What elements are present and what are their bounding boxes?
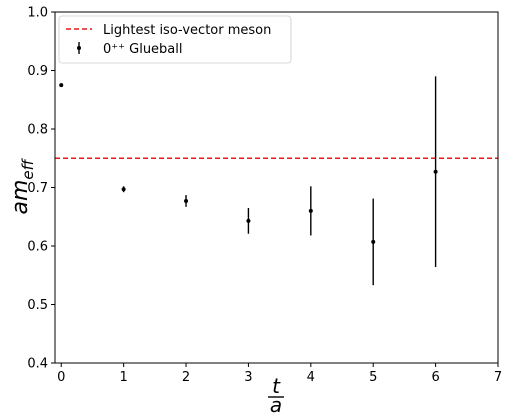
y-axis-label-base: am — [8, 180, 33, 215]
data-point — [184, 195, 189, 207]
data-marker — [433, 169, 438, 174]
x-tick-label: 1 — [119, 370, 127, 385]
x-tick-label: 2 — [182, 370, 190, 385]
y-tick-label: 0.7 — [27, 181, 48, 196]
data-points — [59, 76, 438, 286]
legend: Lightest iso-vector meson 0⁺⁺ Glueball — [58, 15, 292, 64]
x-axis-label-numerator: t — [272, 374, 281, 398]
data-marker — [184, 198, 189, 203]
data-marker — [246, 218, 251, 223]
data-marker — [371, 239, 376, 244]
y-tick-label: 0.9 — [27, 64, 48, 79]
x-axis-label: t a — [268, 374, 284, 417]
y-tick-label: 0.6 — [27, 240, 48, 255]
legend-frame — [58, 15, 292, 64]
x-tick-label: 4 — [307, 370, 315, 385]
y-tick-label: 1.0 — [27, 6, 48, 21]
x-axis-label-denominator: a — [270, 393, 282, 417]
data-point — [308, 186, 313, 236]
x-tick-label: 7 — [494, 370, 502, 385]
data-point — [121, 186, 126, 193]
y-axis-label: ameff — [8, 157, 37, 214]
y-tick-label: 0.5 — [27, 298, 48, 313]
x-tick-label: 0 — [57, 370, 65, 385]
legend-swatch-glueball — [77, 42, 81, 54]
data-point — [246, 207, 251, 234]
legend-label-glueball: 0⁺⁺ Glueball — [103, 42, 183, 57]
svg-text:ameff: ameff — [8, 157, 37, 214]
x-tick-label: 5 — [369, 370, 377, 385]
ticks: 0 1 2 3 4 5 6 7 0.4 0.5 0.6 0.7 0.8 0.9 1.0 — [27, 6, 502, 386]
data-marker — [121, 187, 126, 192]
y-tick-label: 0.8 — [27, 123, 48, 138]
data-point — [433, 76, 438, 268]
y-tick-label: 0.4 — [27, 357, 48, 372]
data-marker — [59, 83, 64, 88]
data-point — [59, 83, 64, 88]
data-marker — [308, 208, 313, 213]
x-tick-label: 3 — [244, 370, 252, 385]
legend-label-reference: Lightest iso-vector meson — [103, 23, 271, 38]
y-axis-label-subscript: eff — [19, 157, 37, 179]
data-point — [371, 198, 376, 286]
x-tick-label: 6 — [431, 370, 439, 385]
